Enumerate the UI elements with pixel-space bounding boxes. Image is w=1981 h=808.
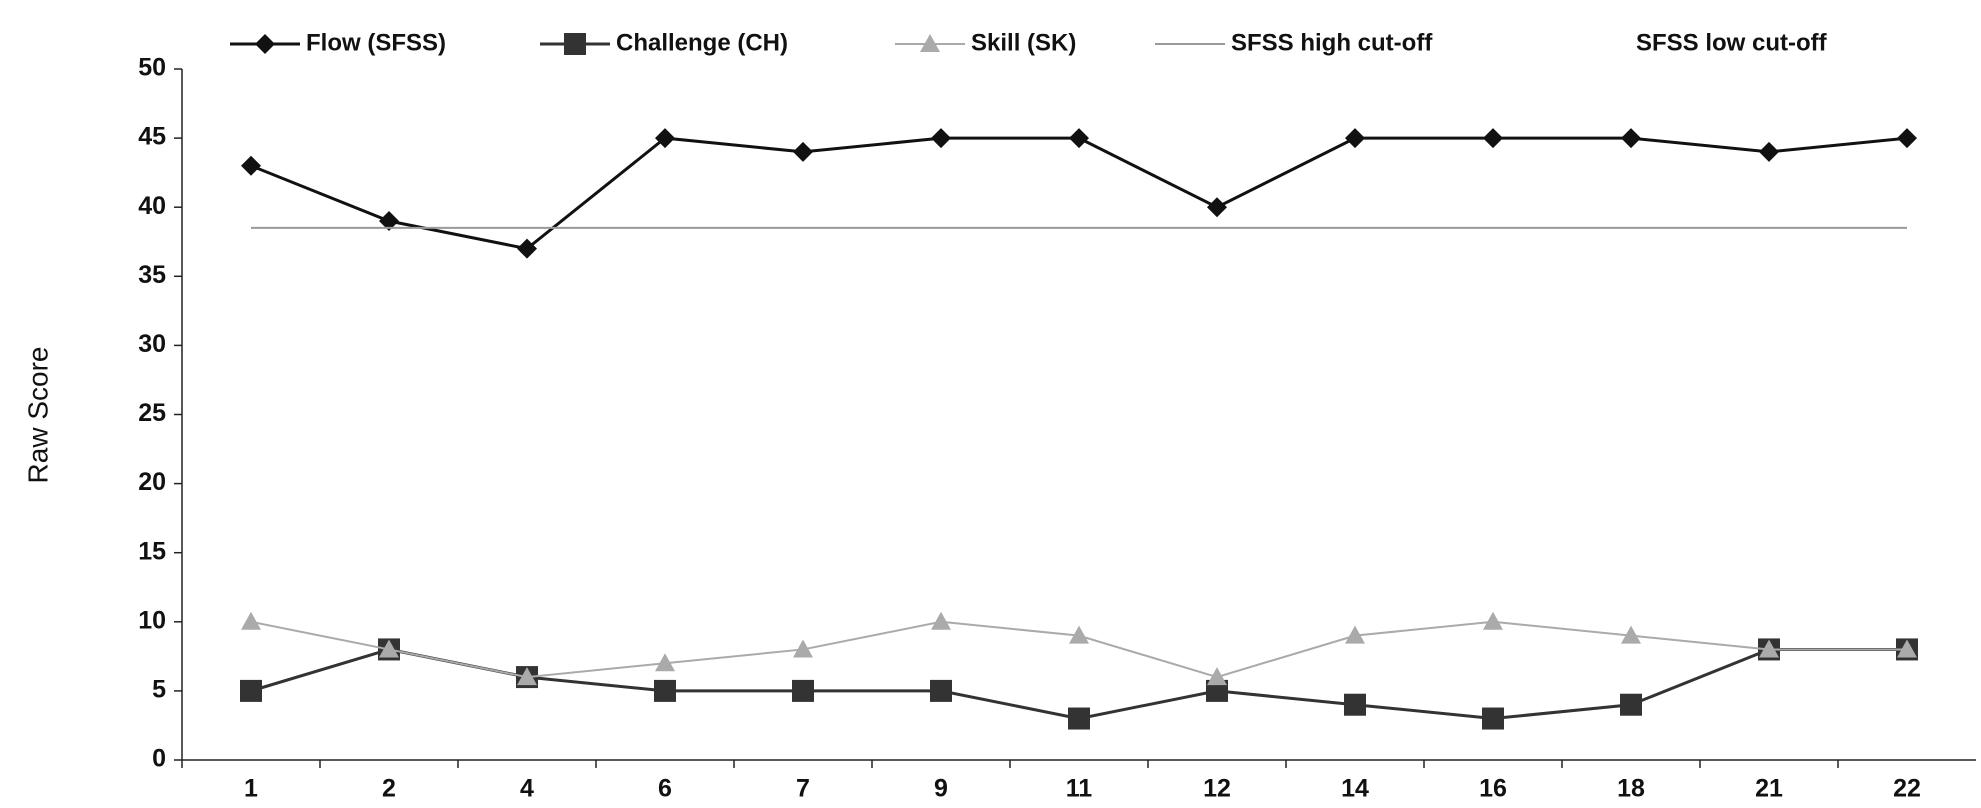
x-tick-label: 22 [1893,775,1921,803]
marker [793,639,813,658]
y-tick-label: 25 [138,399,166,427]
y-axis-title: Raw Score [22,347,53,484]
y-tick-label: 40 [138,192,166,220]
marker [931,128,951,149]
marker [517,667,537,686]
marker [655,653,675,672]
marker [793,141,813,162]
x-tick-label: 11 [1066,775,1093,803]
marker [1621,128,1641,149]
y-tick-label: 15 [138,537,166,565]
y-tick-label: 45 [138,123,166,151]
marker [1206,679,1228,702]
marker [1483,611,1503,630]
marker [1482,707,1504,730]
marker [1483,128,1503,149]
marker [655,128,675,149]
marker [255,34,275,54]
y-tick-label: 5 [152,676,166,704]
legend-label: Challenge (CH) [616,29,788,56]
legend-label: SFSS low cut-off [1636,29,1828,56]
marker [1069,128,1089,149]
legend-label: Skill (SK) [971,29,1076,56]
marker [792,679,814,702]
marker [379,211,399,232]
x-tick-label: 18 [1617,775,1645,803]
x-tick-label: 2 [382,775,396,803]
legend-label: Flow (SFSS) [306,29,446,56]
x-tick-label: 12 [1203,775,1231,803]
marker [517,238,537,259]
marker [931,611,951,630]
x-tick-label: 16 [1479,775,1507,803]
y-tick-label: 20 [138,468,166,496]
marker [930,679,952,702]
marker [1759,141,1779,162]
y-tick-label: 30 [138,330,166,358]
y-tick-label: 35 [138,261,166,289]
marker [920,34,940,52]
marker [240,679,262,702]
series-line [250,136,1908,251]
marker [1620,693,1642,716]
y-tick-label: 10 [138,606,166,634]
legend-label: SFSS high cut-off [1231,29,1433,56]
marker [241,155,261,176]
marker [654,679,676,702]
marker [1069,625,1089,644]
marker [1345,625,1365,644]
x-tick-label: 14 [1341,775,1369,803]
marker [1897,128,1917,149]
x-tick-label: 21 [1755,775,1783,803]
x-tick-label: 1 [244,775,258,803]
marker [1207,667,1227,686]
y-tick-label: 0 [152,745,166,773]
marker [1897,639,1917,658]
marker [1759,639,1779,658]
marker [564,33,586,55]
marker [1345,128,1365,149]
x-tick-label: 6 [658,775,672,803]
marker [1068,707,1090,730]
x-tick-label: 4 [520,775,534,803]
marker [379,639,399,658]
x-tick-label: 7 [796,775,810,803]
marker [241,611,261,630]
marker [1621,625,1641,644]
x-tick-label: 9 [934,775,948,803]
marker [1207,197,1227,218]
y-tick-label: 50 [138,54,166,82]
marker [1344,693,1366,716]
